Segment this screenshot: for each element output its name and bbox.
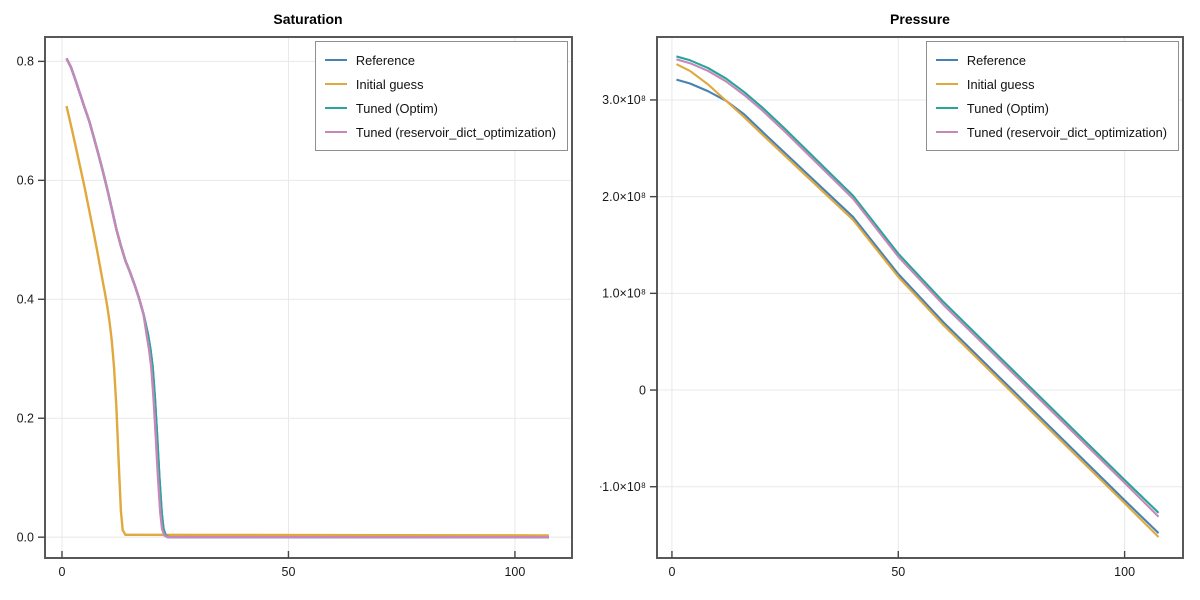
legend-line-swatch: [324, 130, 347, 134]
tick-marks: [650, 99, 1126, 558]
pressure-chart: 0 50 100 −1.0×10⁸ 0 1.0×10⁸ 2.0×10⁸ 3.0×10⁸ Pre…: [600, 0, 1200, 600]
pressure-plot-svg: 0 50 100 −1.0×10⁸ 0 1.0×10⁸ 2.0×10⁸ 3.0×10⁸: [600, 36, 1184, 579]
plot-frame: [656, 36, 1184, 559]
x-tick-label: 100: [1114, 565, 1135, 579]
x-tick-label: 0: [59, 565, 66, 579]
y-tick-label: 0.6: [17, 174, 34, 188]
legend-label: Tuned (reservoir_dict_optimization): [966, 124, 1167, 140]
y-tick-label: 2.0×10⁸: [602, 190, 646, 204]
tick-labels: 0 50 100 0.0 0.2 0.4 0.6 0.8: [17, 55, 526, 579]
series-lines: [675, 55, 1160, 538]
legend-label: Tuned (reservoir_dict_optimization): [355, 124, 556, 140]
legend-line-swatch: [935, 106, 958, 110]
legend-label: Initial guess: [355, 76, 424, 92]
pressure-title: Pressure: [890, 11, 950, 27]
x-tick-label: 50: [282, 565, 296, 579]
series-line-tuned-reservoir-dict-optimization: [65, 57, 549, 539]
series-line-initial-guess: [65, 105, 549, 537]
series-lines: [65, 57, 549, 539]
legend-label: Reference: [966, 52, 1026, 68]
saturation-legend: Reference Initial guess Tuned (Optim) Tuned…: [314, 41, 568, 151]
legend-line-swatch: [324, 106, 347, 110]
tick-labels: 0 50 100 −1.0×10⁸ 0 1.0×10⁸ 2.0×10⁸ 3.0×10⁸: [600, 93, 1135, 579]
y-tick-label: 1.0×10⁸: [602, 287, 646, 301]
y-tick-label: 0.4: [17, 293, 34, 307]
legend-label: Tuned (Optim): [966, 100, 1049, 116]
legend-label: Reference: [355, 52, 415, 68]
y-tick-label: 0.8: [17, 55, 34, 69]
x-tick-label: 50: [891, 565, 905, 579]
legend-label: Initial guess: [966, 76, 1035, 92]
legend-item: Tuned (Optim): [935, 96, 1167, 120]
legend-line-swatch: [935, 130, 958, 134]
series-line-initial-guess: [675, 63, 1160, 538]
y-tick-label: −1.0×10⁸: [600, 480, 646, 494]
legend-line-swatch: [324, 58, 347, 62]
y-tick-label: 0.0: [17, 530, 34, 544]
x-tick-label: 0: [668, 565, 675, 579]
legend-line-swatch: [935, 58, 958, 62]
legend-line-swatch: [324, 82, 347, 86]
series-line-tuned-optim: [676, 55, 1160, 514]
legend-label: Tuned (Optim): [355, 100, 438, 116]
legend-item: Initial guess: [324, 72, 556, 96]
legend-item: Initial guess: [935, 72, 1167, 96]
x-tick-label: 100: [504, 565, 525, 579]
series-line-reference: [676, 78, 1160, 534]
y-tick-label: 0.2: [17, 412, 34, 426]
tick-marks: [38, 60, 516, 558]
legend-item: Reference: [935, 48, 1167, 72]
legend-item: Tuned (reservoir_dict_optimization): [324, 120, 556, 144]
y-tick-label: 3.0×10⁸: [602, 93, 646, 107]
series-line-tuned-reservoir-dict-optimization: [676, 58, 1160, 518]
plot-frame: [44, 36, 573, 559]
saturation-plot-svg: 0 50 100 0.0 0.2 0.4 0.6 0.8: [17, 36, 573, 579]
legend-item: Tuned (reservoir_dict_optimization): [935, 120, 1167, 144]
legend-line-swatch: [935, 82, 958, 86]
saturation-title: Saturation: [273, 11, 343, 27]
legend-item: Tuned (Optim): [324, 96, 556, 120]
legend-item: Reference: [324, 48, 556, 72]
y-tick-label: 0: [639, 383, 646, 397]
pressure-legend: Reference Initial guess Tuned (Optim) Tuned…: [925, 41, 1179, 151]
saturation-chart: 0 50 100 0.0 0.2 0.4 0.6 0.8 Saturation Referen…: [17, 11, 573, 579]
